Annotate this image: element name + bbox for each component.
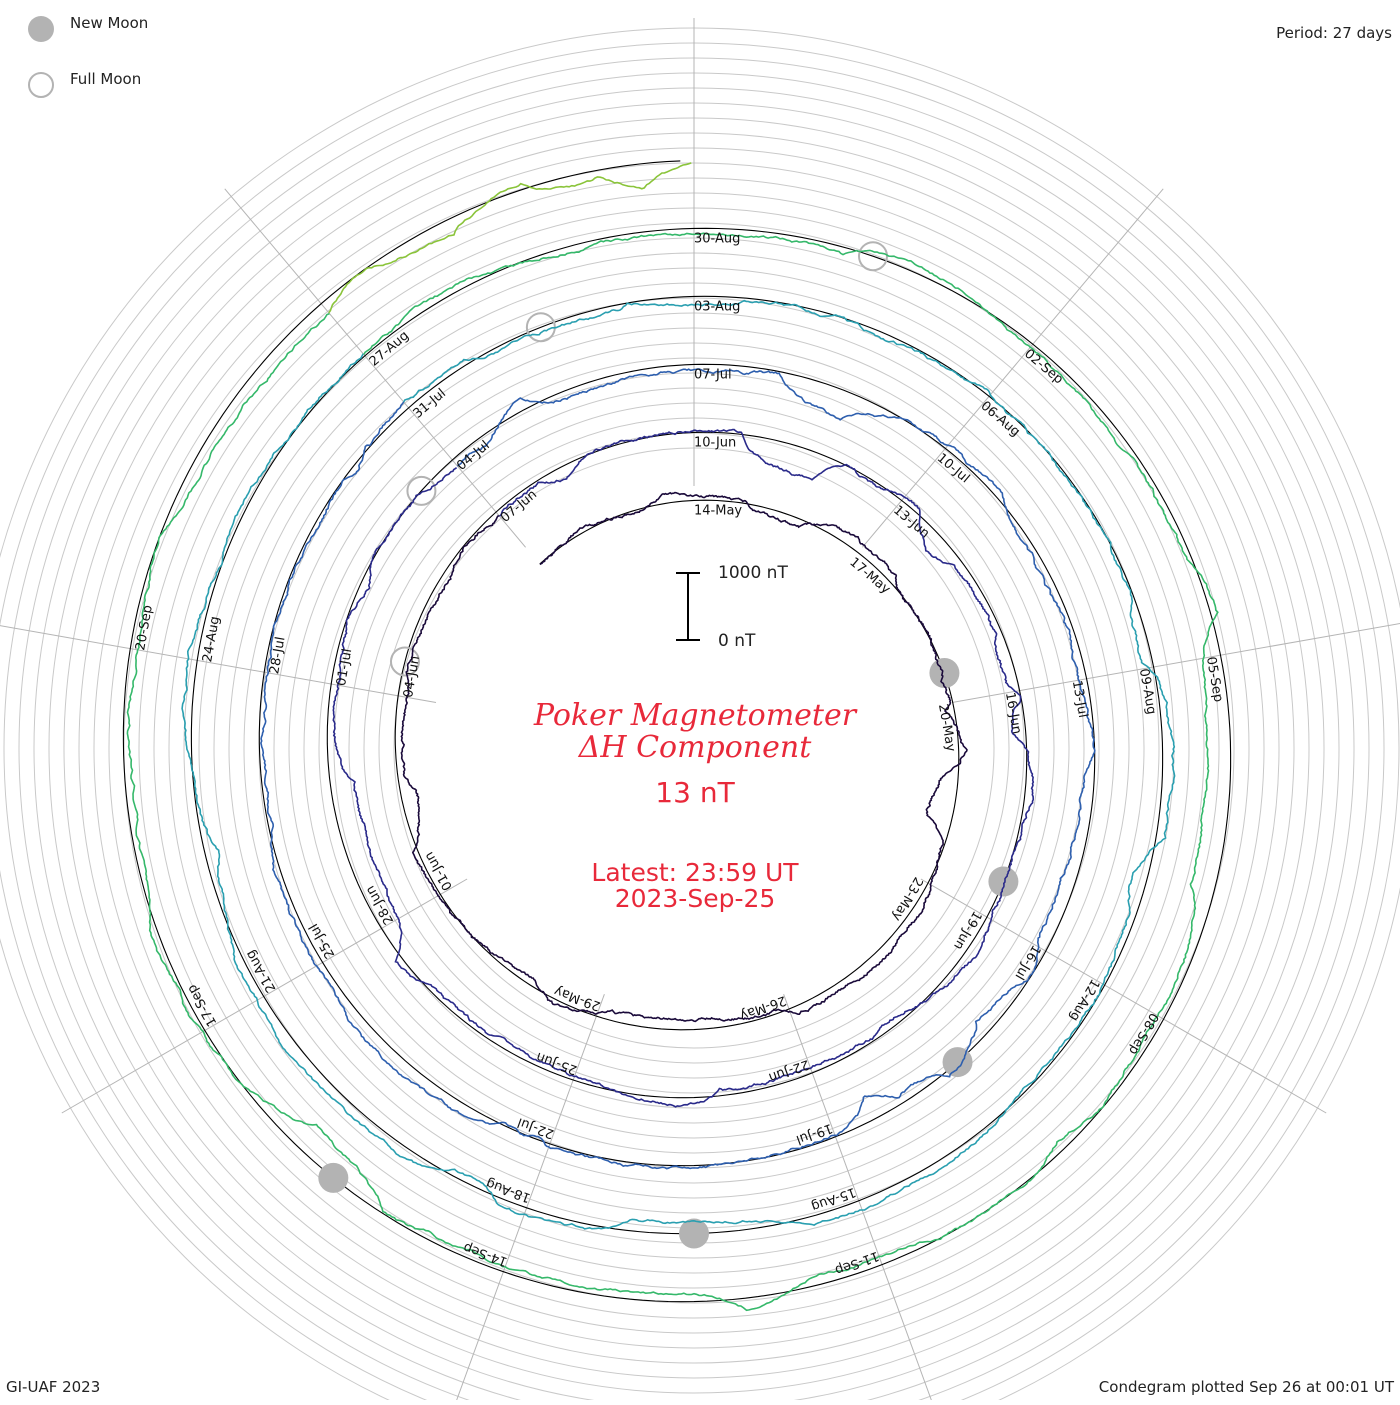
grid-spoke: [920, 878, 1327, 1114]
new-moon-marker: [929, 658, 960, 689]
date-tick-label: 30-Aug: [694, 231, 740, 246]
new-moon-marker: [988, 866, 1019, 897]
date-tick-label: 22-Jun: [766, 1056, 811, 1085]
series-line-2: [332, 428, 1035, 1108]
date-tick-label: 07-Jul: [694, 367, 732, 382]
series-line-3: [260, 368, 1096, 1170]
new-moon-label: New Moon: [70, 14, 149, 32]
date-tick-label: 28-Jul: [267, 636, 288, 676]
grid-spoke: [862, 188, 1164, 548]
current-value: 13 nT: [655, 776, 735, 809]
date-tick-label: 01-Jul: [334, 647, 355, 687]
footer-credit: GI-UAF 2023: [6, 1378, 101, 1396]
chart-subtitle: ΔH Component: [578, 730, 812, 765]
date-tick-label: 18-Aug: [484, 1175, 533, 1205]
date-tick-label: 24-Aug: [200, 615, 223, 663]
latest-date: 2023-Sep-25: [614, 884, 776, 913]
new-moon-marker: [679, 1218, 709, 1249]
moon-markers: [318, 241, 1019, 1249]
scale-bar-icon: [676, 572, 700, 641]
date-tick-label: 14-Sep: [461, 1239, 509, 1269]
data-series: [126, 162, 1219, 1312]
chart-title: Poker Magnetometer: [533, 698, 857, 733]
period-label: Period: 27 days: [1276, 24, 1392, 42]
series-line-5: [126, 232, 1219, 1312]
date-tick-label: 04-Jul: [454, 438, 492, 474]
new-moon-marker: [942, 1047, 973, 1078]
grid-spoke: [0, 625, 437, 703]
grid-spoke: [61, 878, 468, 1114]
series-line-1: [400, 491, 968, 1023]
radial-spokes: [0, 18, 1400, 1405]
full-moon-icon: [28, 72, 54, 98]
scale-bottom-label: 0 nT: [718, 631, 756, 651]
date-tick-label: 10-Jun: [694, 435, 736, 450]
date-tick-label: 13-Jul: [1069, 679, 1090, 719]
date-tick-label: 16-Jul: [1011, 942, 1043, 982]
series-line-4: [181, 299, 1176, 1230]
grid-spoke: [783, 994, 934, 1405]
footer-plotted: Condegram plotted Sep 26 at 00:01 UT: [1098, 1378, 1394, 1396]
scale-top-label: 1000 nT: [718, 563, 788, 583]
grid-rings: [0, 27, 1400, 1405]
latest-time: Latest: 23:59 UT: [591, 858, 799, 887]
full-moon-marker: [857, 241, 888, 272]
baseline-spiral-line: [122, 160, 1232, 1303]
date-tick-label: 04-Jun: [401, 655, 423, 699]
date-tick-label: 16-Jun: [1002, 691, 1024, 735]
new-moon-marker: [318, 1162, 349, 1193]
date-tick-label: 31-Jul: [411, 386, 449, 422]
full-moon-marker: [406, 475, 437, 506]
date-tick-label: 25-Jun: [534, 1049, 579, 1078]
new-moon-icon: [28, 16, 54, 42]
grid-spoke: [224, 188, 526, 548]
full-moon-label: Full Moon: [70, 70, 142, 88]
center-disc: [432, 486, 956, 1010]
date-tick-label: 14-May: [694, 503, 742, 518]
baseline-spiral: [122, 160, 1232, 1303]
full-moon-marker: [389, 646, 420, 677]
grid-spoke: [951, 623, 1400, 703]
series-line-6: [328, 162, 692, 314]
date-tick-label: 03-Aug: [694, 299, 740, 314]
